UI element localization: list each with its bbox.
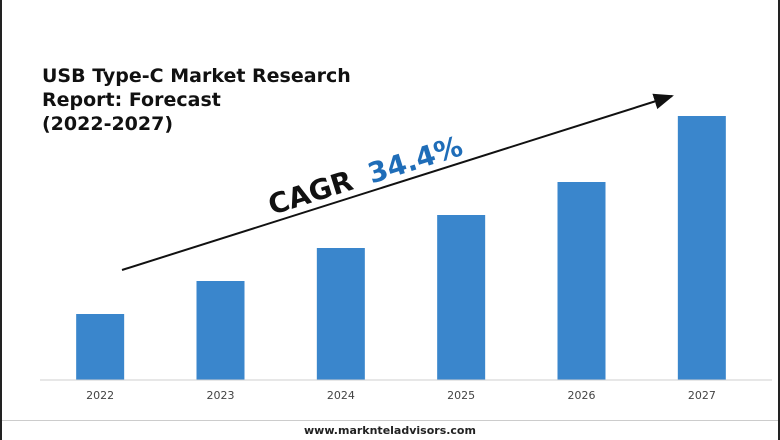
bar-2023 xyxy=(196,281,245,380)
x-tick-2023: 2023 xyxy=(207,389,235,402)
x-axis-ticks: 2022 2023 2024 2025 2026 2027 xyxy=(86,389,716,402)
bar-chart: 2022 2023 2024 2025 2026 2027 CAGR 34.4% xyxy=(40,93,772,402)
footer-website: www.marknteladvisors.com xyxy=(2,420,778,440)
bar-2025 xyxy=(437,215,486,380)
bar-2026 xyxy=(557,182,606,380)
chart-title-line-2: Report: Forecast xyxy=(42,89,221,111)
bar-2022 xyxy=(76,314,125,380)
cagr-annotation: CAGR 34.4% xyxy=(264,130,466,222)
cagr-trend-arrow xyxy=(121,93,674,271)
bar-2024 xyxy=(316,248,365,380)
chart-title-line-1: USB Type-C Market Research xyxy=(42,65,351,87)
x-tick-2024: 2024 xyxy=(327,389,355,402)
x-tick-2025: 2025 xyxy=(447,389,475,402)
cagr-label: CAGR xyxy=(264,164,357,222)
chart-title-line-3: (2022-2027) xyxy=(42,113,174,135)
bar-2027 xyxy=(677,116,726,380)
chart-title: USB Type-C Market Research Report: Forec… xyxy=(42,64,352,136)
x-tick-2022: 2022 xyxy=(86,389,114,402)
cagr-value: 34.4% xyxy=(364,130,467,191)
x-tick-2027: 2027 xyxy=(688,389,716,402)
x-tick-2026: 2026 xyxy=(568,389,596,402)
bar-series xyxy=(76,116,726,380)
